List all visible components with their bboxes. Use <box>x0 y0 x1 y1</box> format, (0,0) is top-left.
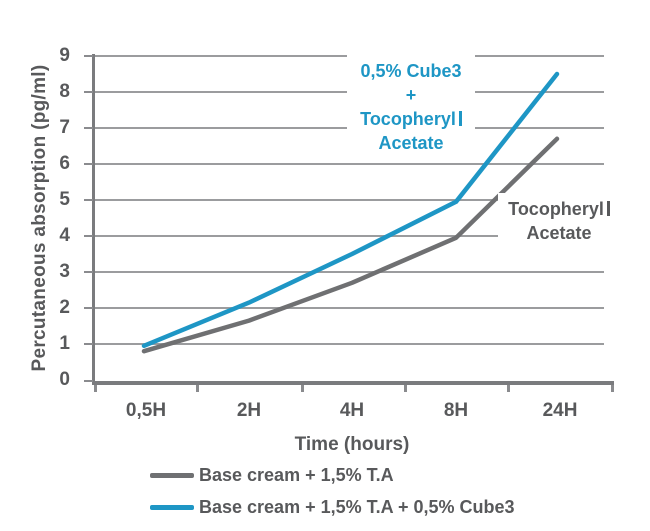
y-tick-label: 8 <box>59 81 70 102</box>
annotation-cube3-tocopheryl-acetate: 0,5% Cube3 + Tocopheryl Acetate <box>347 50 475 161</box>
gridline <box>94 271 604 273</box>
y-tick <box>84 91 93 93</box>
x-tick <box>611 385 614 392</box>
y-tick <box>84 380 93 382</box>
legend-item-base-cream-ta-cube3: Base cream + 1,5% T.A + 0,5% Cube3 <box>150 496 515 518</box>
legend-swatch-gray <box>150 472 194 478</box>
y-tick-label: 4 <box>59 225 70 246</box>
annotation-text: Acetate <box>526 223 592 243</box>
y-tick-label: 1 <box>59 333 70 354</box>
bar-icon <box>458 111 462 126</box>
x-tick <box>507 385 510 392</box>
x-tick <box>196 385 199 392</box>
annotation-text: Tocopheryl <box>360 109 456 129</box>
gridline <box>94 343 604 345</box>
series-line-base-cream-ta <box>141 136 560 354</box>
legend-label: Base cream + 1,5% T.A + 0,5% Cube3 <box>199 496 515 517</box>
annotation-text: Tocopheryl <box>498 197 620 221</box>
y-tick <box>84 55 93 57</box>
x-tick-label: 4H <box>339 400 365 421</box>
y-tick <box>84 163 93 165</box>
annotation-text: + <box>405 85 417 105</box>
x-axis <box>92 381 614 385</box>
y-tick-label: 6 <box>59 153 70 174</box>
y-tick-label: 9 <box>59 45 70 66</box>
x-axis-title: Time (hours) <box>294 434 410 455</box>
x-tick-label: 8H <box>443 400 469 421</box>
gridline <box>94 163 604 165</box>
y-tick-label: 3 <box>59 261 70 282</box>
legend-item-base-cream-ta: Base cream + 1,5% T.A <box>150 464 394 486</box>
x-tick <box>94 385 97 392</box>
annotation-text: Acetate <box>378 133 444 153</box>
annotation-text: Tocopheryl <box>508 199 604 219</box>
x-tick <box>301 385 304 392</box>
y-tick <box>84 235 93 237</box>
annotation-text: 0,5% Cube3 <box>360 61 462 81</box>
legend-label: Base cream + 1,5% T.A <box>199 464 394 485</box>
x-tick-label: 2H <box>236 400 262 421</box>
x-tick <box>404 385 407 392</box>
x-tick-label: 0,5H <box>125 400 167 421</box>
y-tick <box>84 307 93 309</box>
y-tick <box>84 199 93 201</box>
y-tick-label: 7 <box>59 117 70 138</box>
gridline <box>94 307 604 309</box>
annotation-tocopheryl-acetate: Tocopheryl Acetate <box>498 193 620 249</box>
y-axis-title: Percutaneous absorption (pg/ml) <box>29 64 50 372</box>
annotation-text: Tocopheryl <box>347 107 475 131</box>
y-tick <box>84 271 93 273</box>
y-tick <box>84 127 93 129</box>
legend-swatch-blue <box>150 504 194 510</box>
y-tick-label: 5 <box>59 189 70 210</box>
y-tick <box>84 343 93 345</box>
y-tick-label: 2 <box>59 297 70 318</box>
x-tick-label: 24H <box>542 400 578 421</box>
y-axis <box>92 54 95 385</box>
y-tick-label: 0 <box>59 369 70 390</box>
bar-icon <box>606 201 610 216</box>
